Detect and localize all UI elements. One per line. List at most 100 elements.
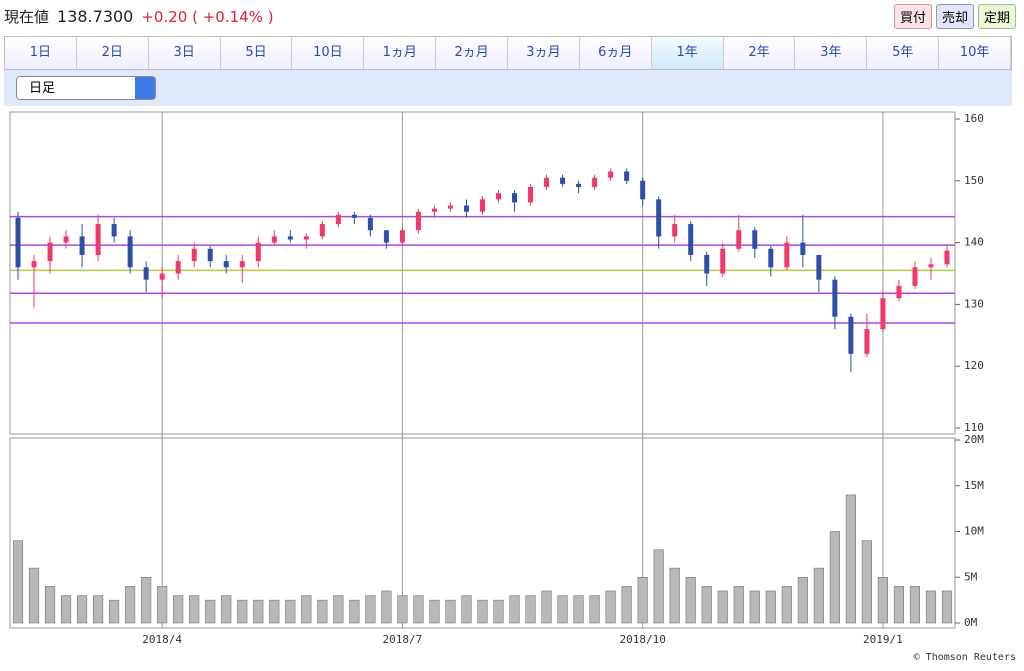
interval-select[interactable]: 日足 [16,76,156,100]
volume-bar [781,586,792,624]
volume-bar [61,595,72,624]
volume-bar [205,599,216,624]
period-tab[interactable]: 2ヵ月 [436,37,509,69]
candle-body [592,177,598,187]
candle-body [47,242,53,262]
volume-bar [365,595,376,624]
volume-bar [941,590,953,624]
candle-body [287,236,293,240]
action-button[interactable]: 売却 [935,4,974,29]
change-pct: ( +0.14% ) [192,8,274,26]
candle-body [624,171,630,181]
candle-body [399,230,405,243]
candle-body [271,236,277,243]
candle-body [928,264,934,268]
candle-body [31,261,37,268]
candle-body [127,236,133,268]
volume-bar [605,590,616,624]
candle-body [367,217,373,231]
volume-bar [173,595,184,624]
x-tick-label: 2018/10 [619,633,665,646]
period-tab[interactable]: 1日 [5,37,77,69]
volume-bar [237,599,248,624]
period-tab[interactable]: 2年 [723,37,796,69]
y-tick-label: 5M [964,570,978,583]
volume-bar [77,595,88,624]
volume-bar [253,599,264,624]
y-tick-label: 20M [964,433,984,446]
volume-bar [717,590,728,624]
x-tick-label: 2018/7 [383,633,423,646]
candle-body [415,211,421,231]
period-tab[interactable]: 1ヵ月 [364,37,437,69]
period-tab[interactable]: 5年 [867,37,940,69]
candle-body [576,183,582,187]
candle-body [528,186,534,203]
action-button[interactable]: 買付 [893,4,932,29]
volume-bar [669,567,680,624]
candle-body [784,242,790,268]
period-tab[interactable]: 10年 [939,37,1012,69]
action-button[interactable]: 定期 [977,4,1016,29]
volume-bar [317,599,328,624]
candle-body [351,214,357,218]
volume-bar [157,586,168,624]
candle-body [880,298,886,330]
candle-body [15,217,21,268]
buttons: 買付 売却 定期 [893,4,1016,29]
candle-body [480,199,485,212]
volume-bar [381,590,392,624]
candle-body [496,193,502,200]
candle-body [656,199,662,237]
y-tick-label: 10M [964,525,984,538]
candle-body [944,250,950,265]
volume-bar [28,567,40,624]
volume-bar [397,595,408,624]
period-tab[interactable]: 2日 [76,37,149,69]
period-tab[interactable]: 3日 [148,37,221,69]
y-tick-label: 140 [964,236,984,249]
period-tab[interactable]: 1年 [651,37,724,69]
period-tab[interactable]: 3年 [795,37,868,69]
candle-body [672,224,678,237]
candle-body [864,329,870,354]
candle-body [383,230,389,243]
period-tab[interactable]: 3ヵ月 [508,37,580,69]
volume-bar [541,590,552,624]
volume-bar [461,595,472,624]
volume-bar [93,595,104,624]
volume-bar [44,586,56,624]
y-tick-label: 0M [964,616,978,629]
volume-bar [285,599,296,624]
change: +0.20 [141,8,188,26]
volume-bar [301,595,312,624]
volume-bar [733,586,744,624]
toolbar: 日足 [4,70,1012,106]
candle-body [159,273,165,280]
candle-body [143,267,149,280]
x-tick-label: 2019/1 [863,633,903,646]
candle-body [319,224,325,237]
candle-body [431,208,437,212]
candle-body [255,242,261,262]
candle-body [912,267,918,286]
volume-bar [685,577,696,624]
volume-bar [509,595,520,624]
candle-body [640,180,646,200]
volume-bar [477,599,488,624]
volume-bar [12,540,24,624]
candle-body [736,230,742,249]
candle-body [544,177,550,187]
credit: © Thomson Reuters [914,652,1016,663]
candle-body [848,316,854,354]
candle-body [239,261,245,268]
candle-body [768,248,774,268]
period-tab[interactable]: 10日 [292,37,365,69]
volume-bar [429,599,440,624]
volume-bar [445,599,456,624]
period-tab[interactable]: 5日 [220,37,293,69]
period-tab[interactable]: 6ヵ月 [579,37,652,69]
candle-body [335,214,341,225]
candle-body [175,261,181,274]
volume-bar [637,577,648,624]
